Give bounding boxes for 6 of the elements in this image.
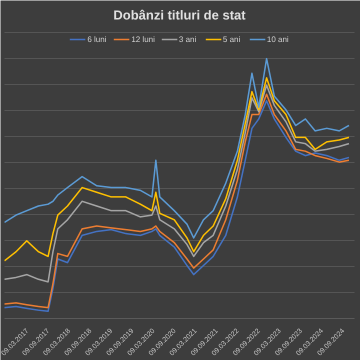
legend-label: 5 ani	[222, 34, 242, 44]
chart-title: Dobânzi titluri de stat	[113, 8, 246, 22]
legend-label: 3 ani	[178, 34, 198, 44]
legend-label: 6 luni	[87, 34, 108, 44]
legend-label: 10 ani	[266, 34, 289, 44]
legend-label: 12 luni	[131, 34, 155, 44]
